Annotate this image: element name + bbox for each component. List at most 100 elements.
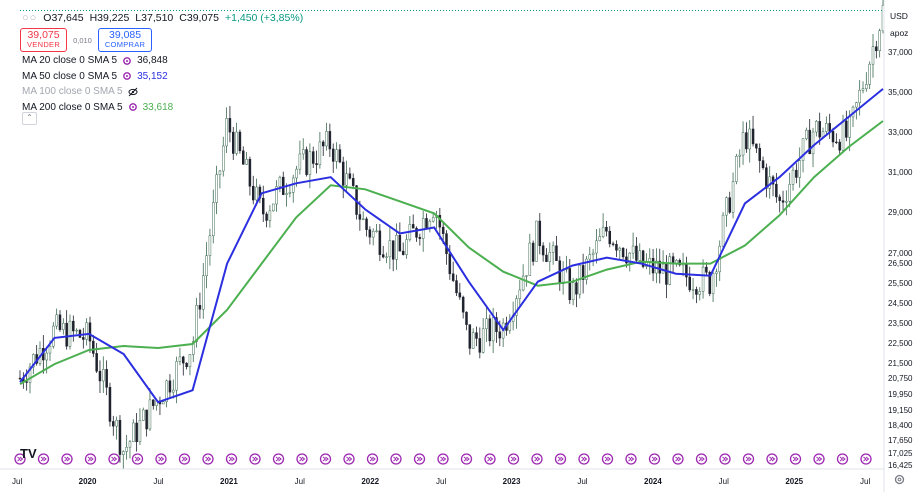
candle-body bbox=[778, 196, 781, 201]
candle-body bbox=[125, 446, 128, 452]
indicator-row-ma50[interactable]: MA 50 close 0 SMA 5 35,152 bbox=[22, 69, 173, 85]
candle-body bbox=[251, 186, 255, 201]
time-tick-label: 2022 bbox=[361, 477, 380, 486]
legend-menu-icon[interactable]: ○○ bbox=[22, 12, 38, 24]
candle-body bbox=[775, 183, 778, 198]
indicator-row-ma200[interactable]: MA 200 close 0 SMA 5 33,618 bbox=[22, 100, 173, 116]
candle-body bbox=[135, 422, 138, 443]
currency-label[interactable]: USD bbox=[890, 11, 908, 21]
spread-value: 0,010 bbox=[73, 35, 92, 45]
candle-body bbox=[811, 131, 815, 155]
candle-body bbox=[285, 193, 288, 195]
price-tick-label: 31,000 bbox=[888, 168, 913, 178]
candle-body bbox=[361, 218, 365, 220]
chart-settings-gear-icon[interactable] bbox=[893, 473, 906, 486]
candle-body bbox=[661, 263, 665, 274]
candle-body bbox=[72, 320, 75, 332]
candle-body bbox=[471, 332, 475, 349]
indicator-label: MA 50 close 0 SMA 5 bbox=[22, 70, 118, 82]
candle-body bbox=[165, 380, 168, 402]
candle-body bbox=[82, 337, 85, 340]
candle-body bbox=[271, 203, 275, 212]
event-arrow bbox=[745, 456, 752, 462]
candle-body bbox=[118, 419, 122, 455]
tradingview-logo[interactable]: TV bbox=[20, 446, 37, 461]
candle-body bbox=[268, 210, 272, 221]
scale-mode-label[interactable]: apoz bbox=[890, 28, 909, 38]
event-arrow bbox=[604, 456, 611, 462]
sell-button[interactable]: 39,075 VENDER bbox=[20, 28, 68, 52]
indicator-label: MA 20 close 0 SMA 5 bbox=[22, 55, 118, 67]
candle-body bbox=[535, 220, 538, 262]
sell-price: 39,075 bbox=[27, 29, 60, 41]
event-arrow bbox=[440, 456, 447, 462]
candle-body bbox=[202, 275, 205, 310]
event-arrow bbox=[628, 456, 635, 462]
candle-body bbox=[338, 149, 342, 163]
candle-body bbox=[591, 252, 595, 255]
candle-body bbox=[381, 254, 385, 258]
candle-body bbox=[168, 380, 172, 393]
candle-body bbox=[598, 236, 602, 242]
symbol-legend: ○○ O37,645 H39,225 L37,510 C39,075 +1,45… bbox=[22, 10, 303, 26]
candle-body bbox=[575, 282, 578, 295]
candle-body bbox=[358, 214, 362, 220]
candle-body bbox=[88, 322, 92, 342]
candle-body bbox=[411, 224, 415, 229]
settings-icon[interactable] bbox=[122, 71, 132, 81]
candle-body bbox=[218, 170, 222, 175]
hidden-eye-icon[interactable] bbox=[128, 87, 138, 97]
candle-body bbox=[172, 389, 175, 393]
candle-body bbox=[132, 422, 135, 442]
settings-icon[interactable] bbox=[128, 102, 138, 112]
time-tick-label: Jul bbox=[860, 477, 871, 486]
candle-body bbox=[208, 235, 212, 256]
candle-body bbox=[32, 354, 35, 368]
candle-body bbox=[518, 289, 522, 299]
candle-body bbox=[628, 252, 632, 264]
indicator-legend: MA 20 close 0 SMA 5 36,848 MA 50 close 0… bbox=[22, 53, 173, 115]
candle-body bbox=[391, 240, 395, 260]
candle-body bbox=[248, 158, 252, 187]
candle-body bbox=[195, 305, 198, 342]
candle-body bbox=[868, 63, 871, 85]
candle-body bbox=[665, 263, 668, 285]
time-tick-label: Jul bbox=[436, 477, 447, 486]
event-arrow bbox=[487, 456, 494, 462]
candle-body bbox=[311, 151, 315, 164]
indicator-row-ma100[interactable]: MA 100 close 0 SMA 5 bbox=[22, 84, 173, 100]
candle-body bbox=[731, 181, 735, 213]
candle-body bbox=[745, 132, 748, 150]
settings-icon[interactable] bbox=[122, 56, 132, 66]
candle-body bbox=[651, 258, 655, 274]
candle-body bbox=[428, 220, 432, 229]
candle-body bbox=[525, 275, 528, 277]
candle-body bbox=[148, 399, 152, 430]
candle-body bbox=[205, 255, 208, 277]
indicator-value: 33,618 bbox=[142, 101, 174, 113]
event-arrow bbox=[64, 456, 71, 462]
candle-body bbox=[298, 153, 302, 170]
candle-body bbox=[68, 320, 72, 347]
collapse-legend-button[interactable]: ⌃ bbox=[22, 112, 37, 125]
candle-body bbox=[25, 381, 28, 383]
candle-body bbox=[192, 341, 195, 355]
candle-body bbox=[878, 30, 881, 52]
event-arrow bbox=[769, 456, 776, 462]
candle-body bbox=[715, 271, 718, 274]
candle-body bbox=[808, 129, 811, 155]
event-arrow bbox=[40, 456, 47, 462]
candle-body bbox=[275, 186, 278, 205]
event-arrow bbox=[252, 456, 259, 462]
candle-body bbox=[781, 200, 785, 203]
indicator-row-ma20[interactable]: MA 20 close 0 SMA 5 36,848 bbox=[22, 53, 173, 69]
candle-body bbox=[828, 123, 831, 132]
event-arrow bbox=[299, 456, 306, 462]
candle-body bbox=[835, 141, 838, 144]
candle-body bbox=[818, 121, 821, 138]
buy-button[interactable]: 39,085 COMPRAR bbox=[97, 28, 153, 52]
price-tick-label: 27,000 bbox=[888, 248, 913, 258]
event-arrow bbox=[675, 456, 682, 462]
candle-body bbox=[791, 169, 795, 185]
